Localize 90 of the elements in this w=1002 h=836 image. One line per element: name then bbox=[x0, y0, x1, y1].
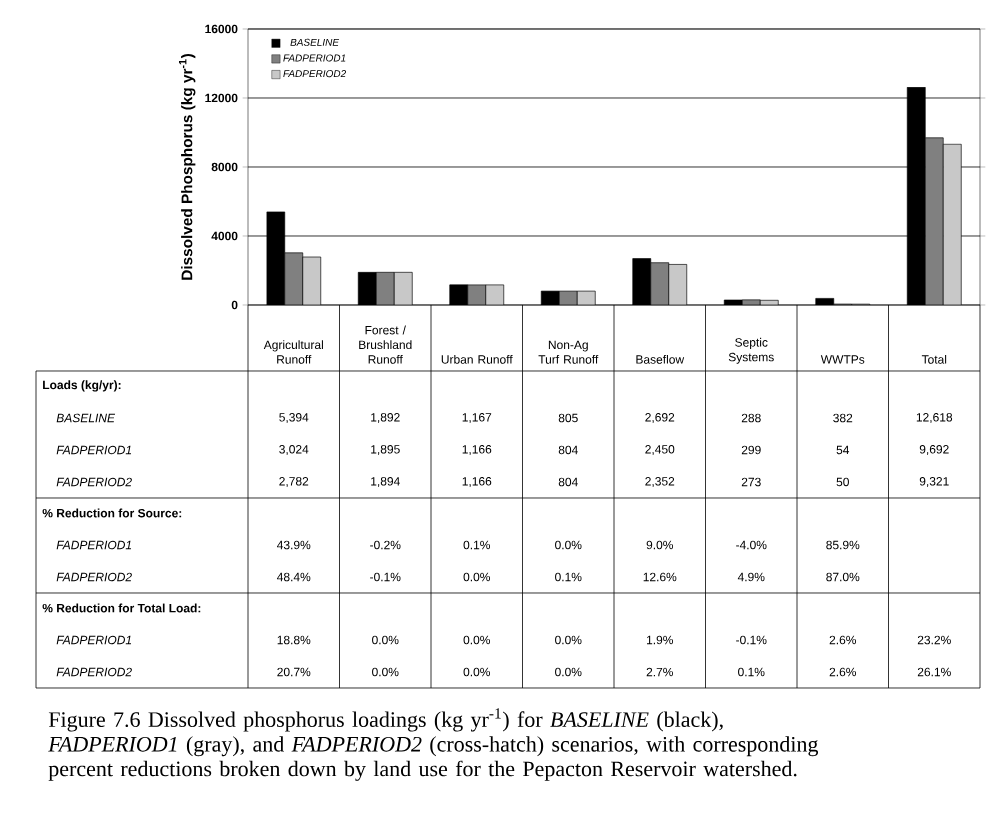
data-label: 2,692 bbox=[645, 413, 675, 423]
data-label: 299 bbox=[741, 445, 761, 455]
data-label: 1,894 bbox=[371, 477, 400, 487]
text: 18.8% bbox=[277, 635, 311, 645]
text: 0.0% bbox=[463, 572, 491, 582]
legend-label: FADPERIOD2 bbox=[283, 70, 346, 78]
data-label: 12,618 bbox=[916, 413, 953, 423]
data-label: 2,450 bbox=[645, 445, 675, 455]
text: 12.6% bbox=[643, 572, 677, 582]
data-label: 5,394 bbox=[279, 413, 309, 423]
text: 0.0% bbox=[372, 667, 399, 677]
text: 2.7% bbox=[646, 667, 674, 677]
bar bbox=[284, 252, 304, 305]
data-label: 1,166 bbox=[462, 445, 492, 455]
y-tick-label: 12000 bbox=[205, 93, 238, 103]
data-label: 804 bbox=[558, 477, 578, 487]
y-tick-label: 4000 bbox=[211, 231, 238, 241]
x-tick-label: Total bbox=[921, 354, 947, 364]
text: BASELINE bbox=[56, 413, 116, 423]
data-label: 3,024 bbox=[279, 445, 309, 455]
bar bbox=[302, 256, 322, 305]
y-tick-label: 8000 bbox=[211, 162, 238, 172]
bar bbox=[393, 271, 413, 305]
text: FADPERIOD1 bbox=[56, 635, 132, 645]
text: FADPERIOD2 bbox=[56, 667, 132, 677]
data-label: 54 bbox=[836, 445, 850, 455]
data-label: 805 bbox=[558, 413, 578, 423]
x-tick-label: Non-Ag Turf Runoff bbox=[538, 340, 599, 364]
text: 0.0% bbox=[555, 667, 582, 677]
text: FADPERIOD1 bbox=[56, 445, 132, 455]
text: 20.7% bbox=[277, 667, 311, 677]
y-axis-title: Dissolved Phosphorus (kg yr$^{-1}$) bbox=[179, 54, 196, 280]
text: Loads (kg/yr): bbox=[43, 380, 121, 392]
bar bbox=[668, 264, 688, 305]
bar bbox=[924, 137, 944, 305]
data-label: 1,167 bbox=[462, 413, 492, 423]
text: FADPERIOD1 bbox=[56, 540, 132, 550]
text: 0.1% bbox=[463, 540, 491, 550]
text: % Reduction for Source: bbox=[42, 508, 182, 518]
text: 0.1% bbox=[738, 667, 765, 677]
bar bbox=[375, 271, 395, 305]
data-label: 804 bbox=[558, 445, 578, 455]
data-label: 1,895 bbox=[371, 445, 400, 455]
bar bbox=[942, 143, 962, 305]
text: % Reduction for Total Load: bbox=[42, 603, 201, 613]
x-tick-label: Forest / Brushland Runoff bbox=[359, 325, 412, 364]
text: FADPERIOD2 bbox=[56, 477, 132, 487]
text: 2.6% bbox=[829, 667, 857, 677]
bar bbox=[650, 262, 670, 305]
x-tick-label: Septic Systems bbox=[728, 337, 774, 364]
text: FADPERIOD2 bbox=[56, 572, 132, 582]
text: -4.0% bbox=[736, 540, 767, 550]
data-label: 9,321 bbox=[919, 477, 949, 487]
text: 4.9% bbox=[737, 572, 765, 582]
x-tick-label: Agricultural Runoff bbox=[263, 340, 323, 364]
legend-label: FADPERIOD1 bbox=[283, 54, 346, 62]
text: 0.0% bbox=[555, 540, 582, 550]
text: 9.0% bbox=[646, 540, 674, 550]
data-label: 382 bbox=[833, 413, 853, 423]
text: 0.1% bbox=[555, 572, 582, 582]
data-label: 9,692 bbox=[919, 445, 949, 455]
text: -0.1% bbox=[736, 635, 767, 645]
x-tick-label: WWTPs bbox=[820, 355, 865, 364]
data-label: 288 bbox=[741, 413, 761, 423]
data-label: 1,166 bbox=[462, 477, 492, 487]
text: 1.9% bbox=[647, 635, 674, 645]
data-label: 2,352 bbox=[645, 477, 675, 487]
text: 0.0% bbox=[555, 635, 582, 645]
text: -0.2% bbox=[370, 540, 401, 550]
text: 0.0% bbox=[372, 635, 399, 645]
data-label: 273 bbox=[741, 477, 761, 487]
data-label: 2,782 bbox=[279, 477, 309, 487]
data-label: 50 bbox=[836, 477, 849, 487]
y-tick-label: 0 bbox=[231, 300, 238, 310]
x-tick-label: Baseflow bbox=[636, 354, 685, 364]
text: 48.4% bbox=[277, 572, 311, 582]
text: 0.0% bbox=[463, 635, 491, 645]
text: 26.1% bbox=[917, 667, 951, 677]
x-tick-label: Urban Runoff bbox=[441, 354, 513, 364]
y-tick-label: 16000 bbox=[205, 24, 238, 34]
text: 0.0% bbox=[463, 667, 491, 677]
text: -0.1% bbox=[370, 572, 401, 582]
text: 85.9% bbox=[826, 540, 860, 550]
text: 87.0% bbox=[826, 572, 860, 582]
text: Figure 7.6 Dissolved phosphorus loadings (kg yr$^{-1}$) for BASELINE (black), FADPERIOD1 (gray), and FADPERIOD2 (cross-hatch) scenarios, with corresponding percent reductions broken down by land use for the Pepacton Reservoir watershed. bbox=[48, 708, 819, 781]
text: 23.2% bbox=[917, 635, 951, 645]
text: 43.9% bbox=[277, 540, 311, 550]
legend-label: BASELINE bbox=[290, 38, 340, 46]
text: 2.6% bbox=[829, 635, 857, 645]
data-label: 1,892 bbox=[371, 413, 400, 423]
